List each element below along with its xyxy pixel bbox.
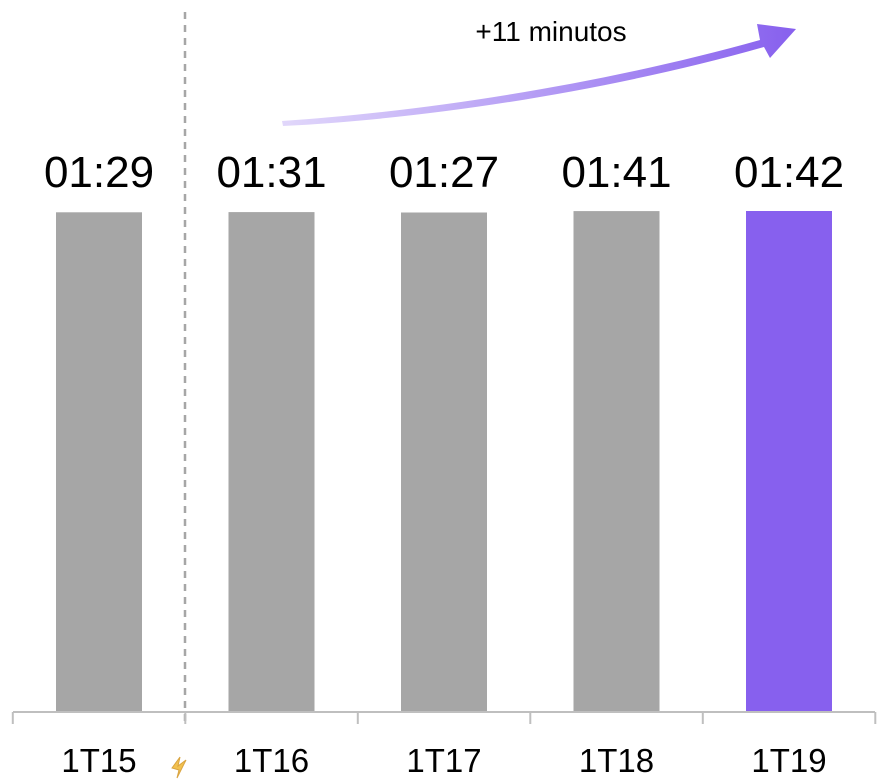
x-axis <box>11 711 877 724</box>
x-tick-label-1T19: 1T19 <box>751 742 826 779</box>
x-tick-label-1T17: 1T17 <box>406 742 481 779</box>
bar-1T15 <box>56 212 142 713</box>
bars-group <box>56 211 832 713</box>
lightning-icon <box>171 756 187 779</box>
bar-1T19 <box>746 211 832 712</box>
value-labels-group: 01:29 01:31 01:27 01:41 01:42 <box>44 148 844 197</box>
x-tick-label-1T15: 1T15 <box>61 742 136 779</box>
trend-annotation-label: +11 minutos <box>475 16 626 47</box>
value-label-1T19: 01:42 <box>734 148 844 197</box>
bar-1T18 <box>573 211 660 712</box>
x-tick-label-1T18: 1T18 <box>579 742 654 779</box>
value-label-1T15: 01:29 <box>44 148 154 197</box>
bar-1T16 <box>228 212 315 712</box>
bar-1T17 <box>401 212 487 712</box>
value-label-1T17: 01:27 <box>389 148 499 197</box>
value-label-1T16: 01:31 <box>216 148 326 197</box>
x-tick-label-1T16: 1T16 <box>234 742 309 779</box>
x-tick-labels-group: 1T15 1T16 1T17 1T18 1T19 <box>61 742 826 779</box>
value-label-1T18: 01:41 <box>561 148 671 197</box>
